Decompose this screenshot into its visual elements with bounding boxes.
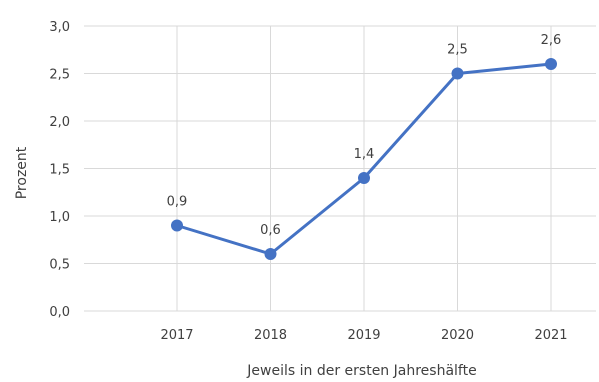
x-axis-title: Jeweils in der ersten Jahreshälfte [246,363,476,379]
x-tick-label: 2017 [160,328,193,343]
x-tick-label: 2020 [441,328,474,343]
data-point [358,172,370,184]
y-tick-label: 1,5 [49,163,70,178]
y-tick-label: 1,0 [49,210,70,225]
y-tick-label: 2,0 [49,115,70,130]
data-point [264,248,277,260]
y-axis-ticks: 0,0 0,5 1,0 1,5 2,0 2,5 3,0 [49,20,70,320]
x-axis-ticks: 2017 2018 2019 2020 2021 [160,328,567,343]
data-label: 2,6 [541,33,562,48]
data-label: 0,6 [260,223,281,238]
y-tick-label: 0,5 [49,258,70,273]
data-point [545,58,557,70]
data-point [171,219,183,232]
y-tick-label: 2,5 [49,68,70,83]
series-layer [171,58,557,260]
data-labels: 0,9 0,6 1,4 2,5 2,6 [167,33,562,238]
y-tick-label: 0,0 [49,305,70,320]
data-point [451,67,464,80]
x-tick-label: 2019 [347,328,380,343]
data-label: 2,5 [447,43,468,58]
data-label: 1,4 [354,147,375,162]
grid-layer [84,25,596,312]
data-label: 0,9 [167,195,188,210]
y-tick-label: 3,0 [49,20,70,35]
x-tick-label: 2021 [534,328,567,343]
y-axis-title: Prozent [14,146,30,199]
x-tick-label: 2018 [254,328,287,343]
